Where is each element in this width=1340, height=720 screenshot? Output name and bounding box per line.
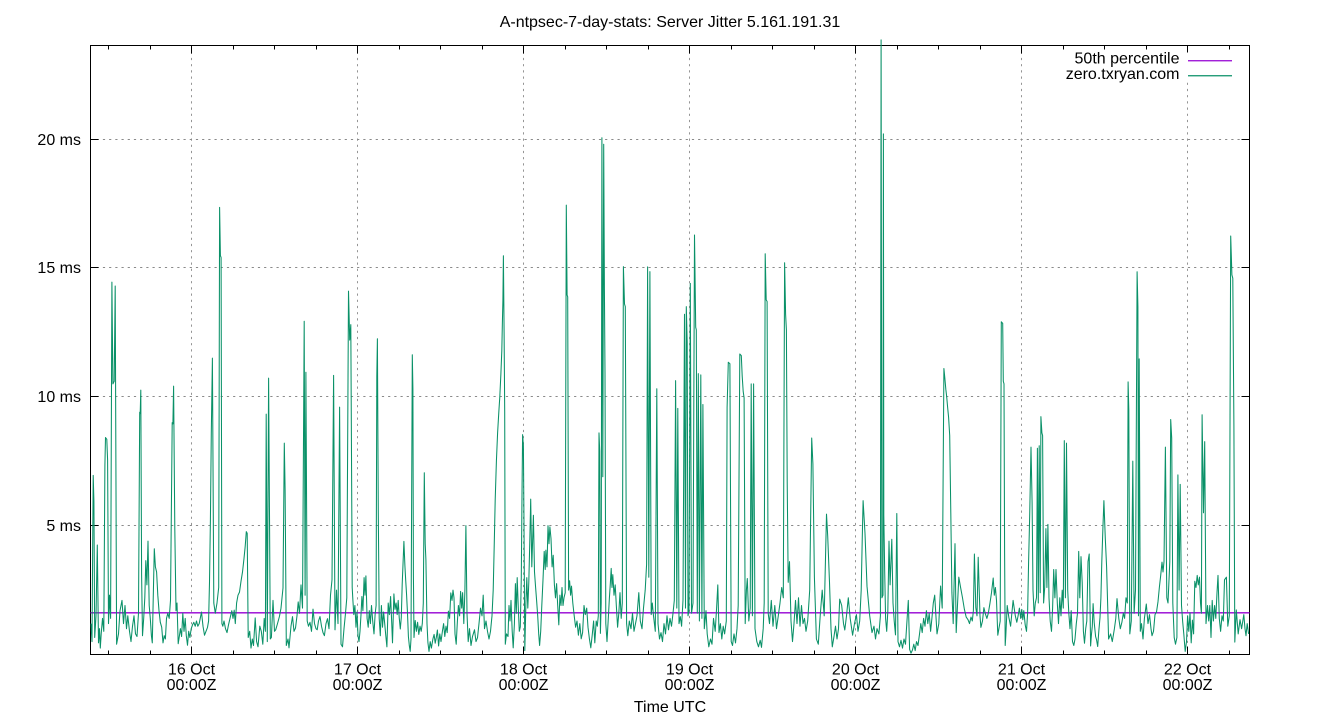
svg-text:00:00Z: 00:00Z [167, 677, 217, 694]
svg-text:00:00Z: 00:00Z [1163, 677, 1213, 694]
svg-text:10 ms: 10 ms [37, 389, 81, 406]
svg-text:00:00Z: 00:00Z [665, 677, 715, 694]
svg-text:15 ms: 15 ms [37, 260, 81, 277]
svg-text:50th percentile: 50th percentile [1075, 51, 1180, 68]
svg-text:16 Oct: 16 Oct [168, 662, 216, 679]
svg-text:00:00Z: 00:00Z [997, 677, 1047, 694]
svg-text:18 Oct: 18 Oct [500, 662, 548, 679]
svg-text:Time UTC: Time UTC [634, 699, 706, 716]
svg-text:17 Oct: 17 Oct [334, 662, 382, 679]
svg-text:00:00Z: 00:00Z [499, 677, 549, 694]
svg-text:00:00Z: 00:00Z [831, 677, 881, 694]
svg-text:5 ms: 5 ms [46, 518, 81, 535]
svg-text:21 Oct: 21 Oct [998, 662, 1046, 679]
svg-text:20 Oct: 20 Oct [832, 662, 880, 679]
svg-text:A-ntpsec-7-day-stats: Server J: A-ntpsec-7-day-stats: Server Jitter 5.16… [500, 14, 841, 31]
svg-text:zero.txryan.com: zero.txryan.com [1066, 66, 1180, 83]
svg-text:22 Oct: 22 Oct [1164, 662, 1212, 679]
svg-text:20 ms: 20 ms [37, 132, 81, 149]
svg-text:19 Oct: 19 Oct [666, 662, 714, 679]
svg-text:00:00Z: 00:00Z [333, 677, 383, 694]
